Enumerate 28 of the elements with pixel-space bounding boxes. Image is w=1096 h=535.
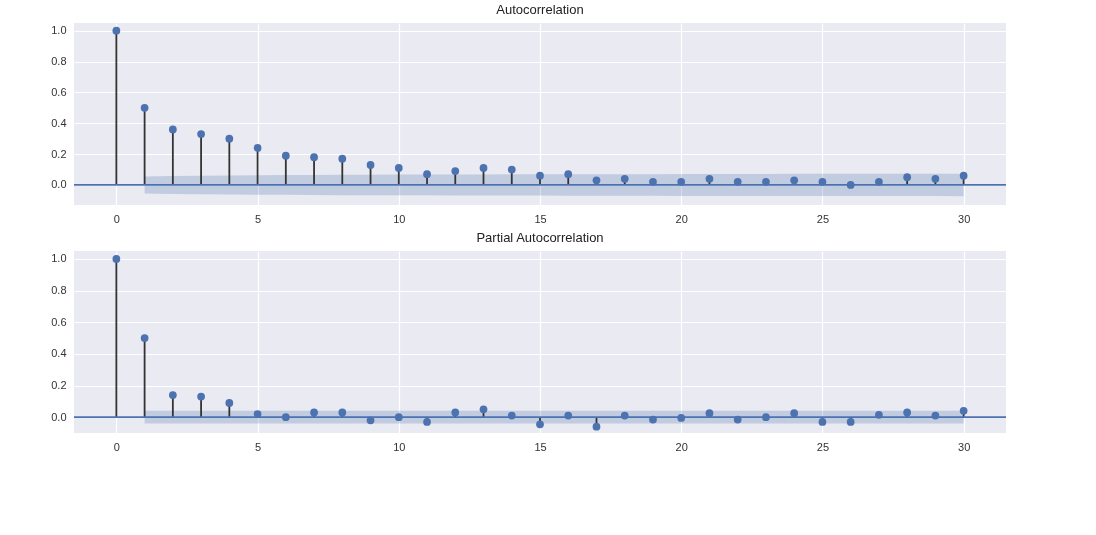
x-tick-label: 20 bbox=[675, 212, 688, 225]
y-tick-label: 0.0 bbox=[51, 410, 67, 423]
y-tick-label: 0.8 bbox=[51, 284, 67, 297]
y-tick-label: 1.0 bbox=[51, 24, 67, 37]
x-tick-label: 15 bbox=[534, 212, 547, 225]
chart-title: Autocorrelation bbox=[496, 2, 584, 17]
x-tick-label: 25 bbox=[816, 212, 830, 225]
x-tick-label: 10 bbox=[393, 212, 406, 225]
y-tick-label: 0.4 bbox=[51, 347, 67, 360]
x-tick-label: 30 bbox=[958, 212, 971, 225]
y-tick-label: 0.6 bbox=[51, 315, 67, 328]
x-tick-label: 15 bbox=[534, 440, 547, 453]
y-tick-label: 0.2 bbox=[51, 379, 67, 392]
x-tick-label: 0 bbox=[113, 440, 120, 453]
y-tick-label: 0.6 bbox=[51, 85, 67, 98]
x-tick-label: 0 bbox=[113, 212, 120, 225]
y-tick-label: 1.0 bbox=[51, 252, 67, 265]
y-tick-label: 0.0 bbox=[51, 178, 67, 191]
y-tick-label: 0.8 bbox=[51, 55, 67, 68]
x-tick-label: 20 bbox=[675, 440, 688, 453]
x-tick-label: 5 bbox=[255, 212, 262, 225]
chart-title: Partial Autocorrelation bbox=[476, 230, 604, 245]
x-tick-label: 30 bbox=[958, 440, 971, 453]
y-tick-label: 0.2 bbox=[51, 147, 67, 160]
x-tick-label: 10 bbox=[393, 440, 406, 453]
x-tick-label: 5 bbox=[255, 440, 262, 453]
y-tick-label: 0.4 bbox=[51, 116, 67, 129]
x-tick-label: 25 bbox=[816, 440, 830, 453]
